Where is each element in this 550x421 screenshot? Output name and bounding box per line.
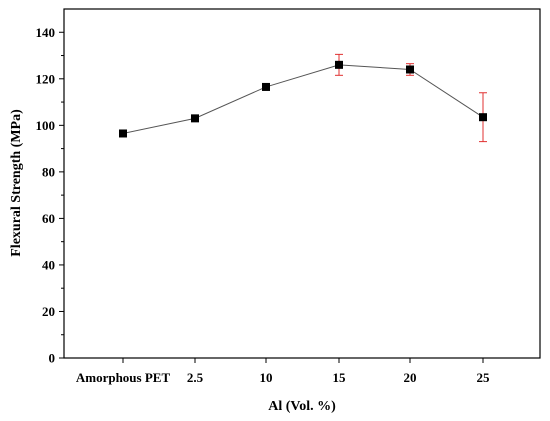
y-axis-title: Flexural Strength (MPa) [9, 109, 24, 257]
y-tick-label: 120 [36, 71, 56, 86]
data-point-marker [119, 129, 127, 138]
x-tick-label: 20 [404, 370, 417, 385]
x-axis-title: Al (Vol. %) [268, 399, 336, 414]
y-tick-label: 80 [42, 164, 55, 179]
series-line [122, 64, 484, 134]
ticks-layer: 0 20 40 60 80 100 120 140 Amorphous PET 2.5 10 15 20… [36, 25, 491, 385]
error-bars-layer [119, 53, 487, 143]
data-point-marker [335, 60, 343, 69]
data-point-marker [191, 114, 199, 123]
x-tick-label: Amorphous PET [76, 370, 171, 385]
y-tick-label: 140 [36, 25, 56, 40]
data-point-marker [406, 65, 414, 74]
y-tick-label: 100 [36, 118, 56, 133]
x-tick-label: 10 [260, 370, 273, 385]
x-tick-label: 15 [333, 370, 347, 385]
series-line-layer [122, 64, 484, 134]
data-point-marker [262, 82, 270, 91]
markers-layer [119, 60, 487, 138]
y-tick-label: 0 [49, 351, 56, 366]
y-tick-label: 60 [42, 211, 55, 226]
plot-frame [63, 8, 541, 359]
y-tick-label: 20 [42, 304, 55, 319]
y-tick-label: 40 [42, 257, 55, 272]
data-point-marker [479, 113, 487, 122]
x-tick-label: 2.5 [187, 370, 204, 385]
x-tick-label: 25 [477, 370, 491, 385]
